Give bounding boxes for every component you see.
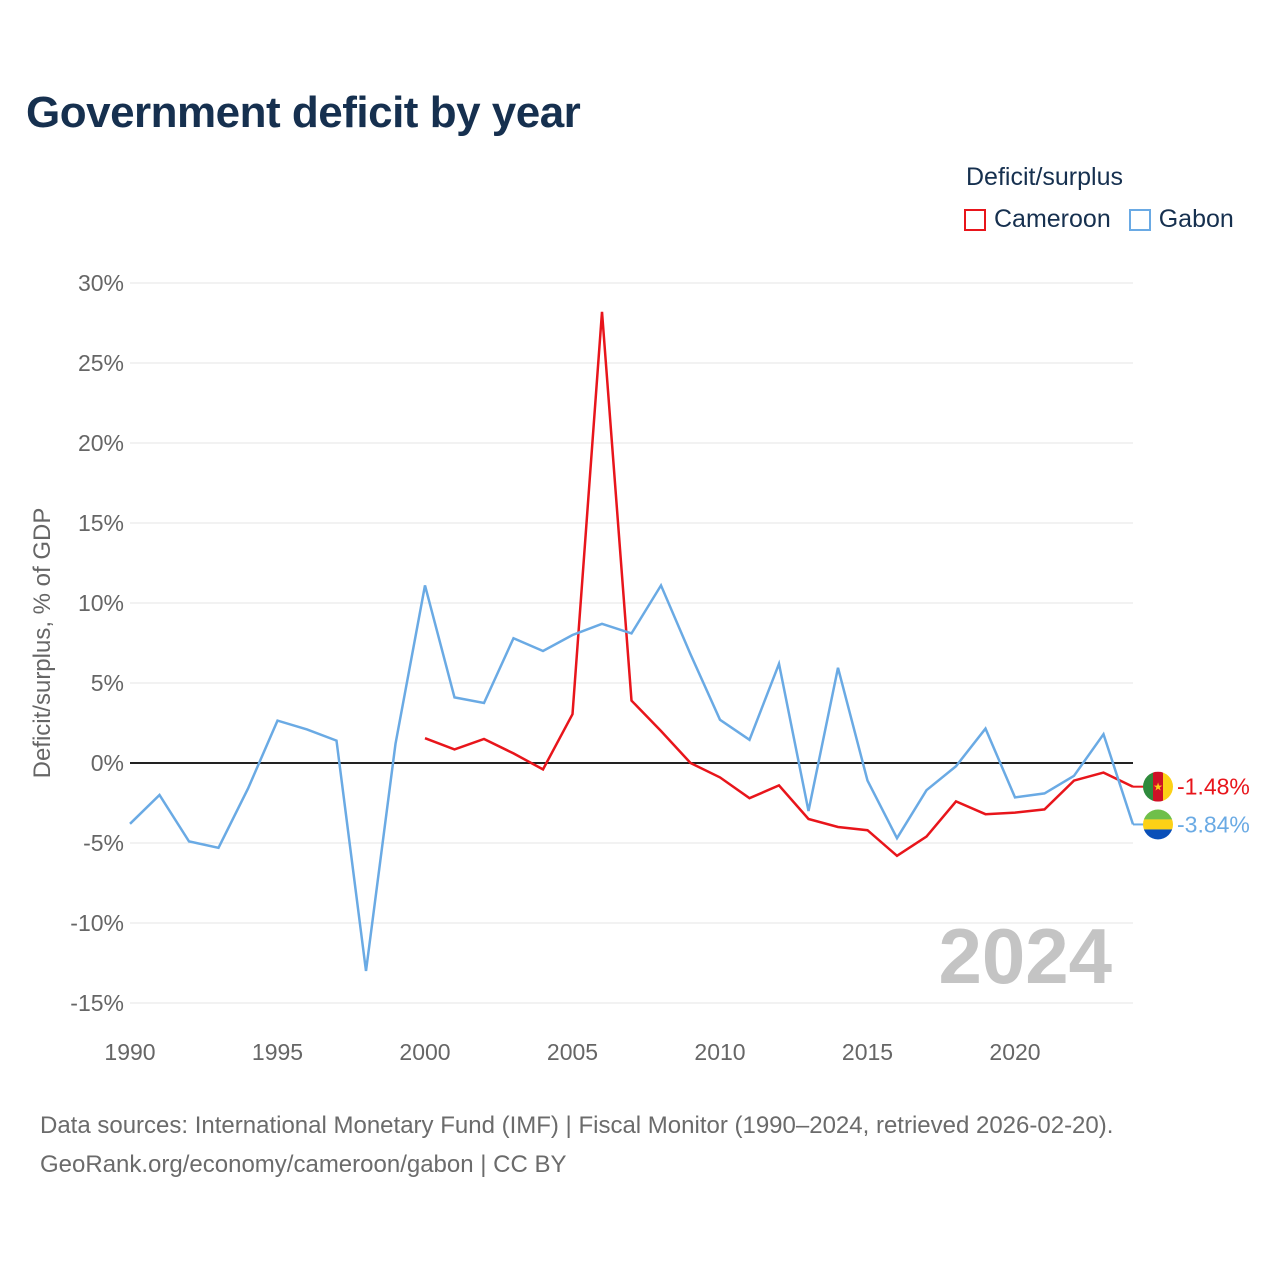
end-markers: ★ -1.48% -3.84% [1133, 771, 1250, 840]
x-tick-label: 2015 [842, 1039, 893, 1065]
legend-label-cameroon: Cameroon [994, 205, 1111, 233]
flag-star: ★ [1153, 782, 1163, 794]
legend-item-gabon[interactable]: Gabon [1128, 205, 1234, 234]
x-tick-label: 1990 [104, 1039, 155, 1065]
x-tick-label: 2010 [694, 1039, 745, 1065]
x-tick-label: 2020 [989, 1039, 1040, 1065]
flag-stripe [1143, 809, 1173, 820]
legend-item-cameroon[interactable]: Cameroon [964, 205, 1111, 234]
x-tick-label: 2005 [547, 1039, 598, 1065]
gabon-flag-icon [1143, 809, 1173, 840]
attribution-link[interactable]: GeoRank.org/economy/cameroon/gabon | CC … [40, 1151, 567, 1178]
series-line-cameroon [424, 311, 1134, 858]
legend: Cameroon Gabon [964, 205, 1252, 234]
y-tick-label: 15% [78, 510, 124, 536]
flag-stripe [1153, 771, 1163, 802]
cameroon-flag-icon: ★ [1143, 771, 1173, 802]
x-tick-label: 2000 [399, 1039, 450, 1065]
y-tick-label: 25% [78, 350, 124, 376]
y-tick-label: -15% [70, 990, 124, 1016]
x-tick-label: 1995 [252, 1039, 303, 1065]
flag-stripe [1163, 771, 1173, 802]
series-line-gabon [129, 582, 1135, 972]
chart-title: Government deficit by year [26, 88, 581, 137]
end-label-gabon: -3.84% [1177, 811, 1250, 837]
flag-stripe [1143, 829, 1173, 840]
y-tick-label: 5% [91, 670, 124, 696]
source-text: Data sources: International Monetary Fun… [40, 1112, 1114, 1139]
flag-stripe [1143, 819, 1173, 830]
grid-lines [130, 282, 1133, 1004]
y-axis-label: Deficit/surplus, % of GDP [29, 508, 56, 779]
y-tick-label: 30% [78, 270, 124, 296]
y-tick-label: -10% [70, 910, 124, 936]
y-tick-label: 20% [78, 430, 124, 456]
end-label-cameroon: -1.48% [1177, 774, 1250, 800]
legend-swatch-cameroon [964, 208, 986, 231]
series-lines [129, 311, 1135, 972]
y-tick-label: 10% [78, 590, 124, 616]
legend-swatch-gabon [1128, 208, 1151, 231]
legend-title: Deficit/surplus [966, 163, 1123, 191]
legend-label-gabon: Gabon [1158, 205, 1234, 233]
y-tick-label: -5% [83, 830, 124, 856]
year-watermark: 2024 [938, 912, 1112, 1000]
footer: Data sources: International Monetary Fun… [40, 1106, 1113, 1184]
flag-stripe [1143, 771, 1153, 802]
y-tick-label: 0% [91, 750, 124, 776]
x-axis-ticks: 1990 1995 2000 2005 2010 2015 2020 [104, 1039, 1040, 1065]
y-axis-ticks: 30% 25% 20% 15% 10% 5% 0% -5% -10% -15% [70, 270, 124, 1016]
